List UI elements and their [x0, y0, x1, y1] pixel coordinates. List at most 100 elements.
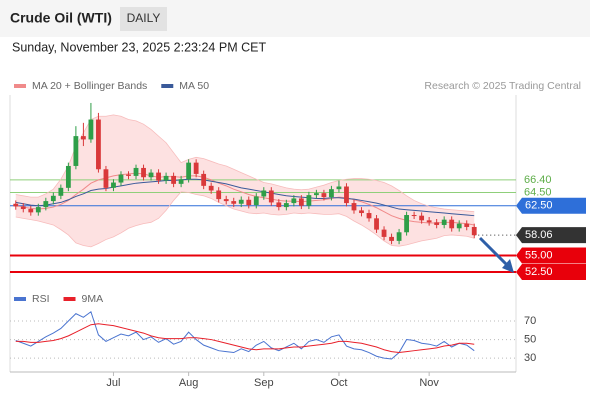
- legend-swatch: [14, 297, 26, 301]
- indicator-line: [15, 310, 475, 360]
- candle-body: [223, 199, 229, 202]
- candle-body: [434, 222, 440, 225]
- x-tick-label: Sep: [254, 377, 274, 389]
- level-label: 52.50: [525, 266, 553, 278]
- candle-body: [50, 195, 56, 202]
- candle-body: [426, 220, 432, 223]
- level-label-box: [516, 227, 586, 244]
- candle-body: [306, 195, 312, 206]
- forecast-arrowhead: [502, 259, 514, 273]
- candle-body: [298, 198, 304, 206]
- x-tick-label: Aug: [179, 377, 199, 389]
- x-tick-label: Jul: [106, 377, 120, 389]
- candle-body: [268, 190, 274, 203]
- candle-body: [449, 219, 455, 229]
- bollinger-upper: [15, 114, 475, 213]
- candle-body: [96, 119, 101, 170]
- legend-label: 9MA: [82, 293, 104, 305]
- candle-body: [148, 172, 154, 178]
- candle-body: [171, 175, 177, 184]
- candle-body: [208, 185, 214, 191]
- candle-body: [419, 215, 425, 221]
- candle-body: [404, 215, 410, 233]
- candle-body: [156, 172, 161, 181]
- candle-body: [58, 187, 64, 196]
- candle-body: [43, 201, 49, 208]
- candle-body: [261, 190, 267, 197]
- candle-body: [411, 215, 417, 217]
- candle-body: [201, 173, 207, 186]
- candle-body: [118, 174, 124, 183]
- candle-body: [374, 218, 379, 230]
- ma50-line: [15, 178, 475, 217]
- level-label: 58.06: [525, 229, 553, 241]
- candle-body: [291, 198, 297, 204]
- level-label: 66.40: [524, 174, 552, 186]
- candle-body: [396, 232, 402, 241]
- credit: Research © 2025 Trading Central: [424, 80, 581, 92]
- level-label-box: [516, 197, 586, 214]
- candle-body: [126, 174, 131, 176]
- legend-label: MA 20 + Bollinger Bands: [32, 80, 147, 92]
- header-bar: [0, 0, 590, 37]
- y-tick-label: 30: [524, 352, 536, 364]
- candle-body: [366, 213, 372, 219]
- candle-body: [186, 162, 192, 180]
- candle-body: [178, 179, 184, 184]
- candle-body: [20, 206, 26, 210]
- rsi-panel: 70 50 30: [10, 310, 536, 364]
- candle-body: [231, 201, 237, 204]
- candle-body: [389, 236, 394, 241]
- candle-body: [381, 229, 387, 237]
- candle-body: [441, 219, 447, 225]
- candle-body: [73, 136, 79, 166]
- legend-label: MA 50: [179, 80, 209, 92]
- legend-swatch: [161, 84, 174, 88]
- timeframe[interactable]: DAILY: [127, 11, 161, 25]
- candle-body: [283, 203, 289, 208]
- candle-body: [133, 167, 139, 176]
- candle-body: [103, 169, 109, 188]
- forecast-arrow: [478, 236, 510, 268]
- candle-body: [28, 209, 34, 213]
- level-label-box: [516, 264, 586, 281]
- candle-body: [329, 189, 334, 198]
- candle-body: [111, 182, 116, 188]
- candle-body: [276, 202, 282, 208]
- indicator-line: [15, 323, 475, 354]
- candle-body: [80, 136, 86, 140]
- candle-body: [336, 186, 342, 190]
- candle-body: [344, 186, 349, 204]
- candle-body: [464, 223, 470, 227]
- y-tick-label: 70: [524, 315, 536, 327]
- candle-body: [65, 165, 71, 188]
- candle-body: [35, 207, 41, 213]
- candle-body: [13, 203, 19, 207]
- instrument-title: Crude Oil (WTI): [10, 10, 112, 26]
- candle-body: [471, 226, 477, 236]
- candle-body: [88, 119, 94, 140]
- datetime: Sunday, November 23, 2025 2:23:24 PM CET: [12, 40, 266, 54]
- level-label: 62.50: [525, 200, 553, 212]
- candle-body: [253, 196, 259, 206]
- y-tick-label: 50: [524, 333, 536, 345]
- candle-body: [351, 203, 357, 211]
- ma20-line: [15, 172, 475, 226]
- legend-label: RSI: [32, 293, 50, 305]
- x-tick-label: Nov: [419, 377, 439, 389]
- timeframe-box[interactable]: [120, 7, 167, 31]
- bollinger-band-fill: [15, 114, 475, 247]
- candle-body: [193, 162, 199, 174]
- candle-body: [141, 167, 146, 178]
- level-label-box: [516, 247, 586, 264]
- candle-body: [456, 223, 462, 229]
- level-label: 55.00: [525, 249, 553, 261]
- candle-body: [359, 210, 364, 214]
- legend-swatch: [63, 297, 76, 301]
- candle-body: [313, 193, 319, 196]
- candle-body: [246, 199, 252, 206]
- candle-body: [163, 175, 169, 181]
- bollinger-lower: [15, 191, 475, 248]
